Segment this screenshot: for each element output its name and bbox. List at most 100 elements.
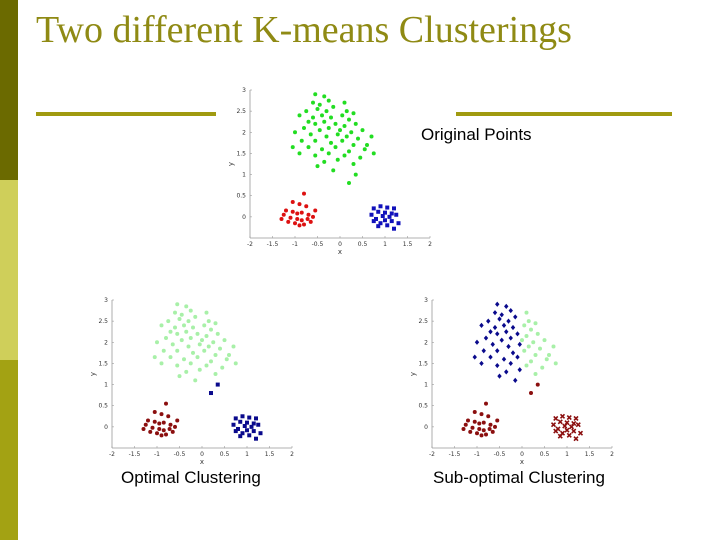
- x-tick-label: -2: [429, 451, 435, 458]
- data-point: [551, 344, 556, 349]
- x-tick-label: -0.5: [494, 451, 506, 458]
- data-point: [188, 361, 193, 366]
- data-point: [299, 138, 304, 143]
- y-tick-label: 0: [104, 424, 108, 431]
- data-point: [371, 206, 376, 211]
- data-point: [383, 210, 387, 215]
- data-point: [213, 321, 218, 326]
- data-point: [152, 355, 157, 360]
- x-tick-label: 0: [338, 241, 342, 248]
- data-point: [510, 350, 516, 356]
- data-point: [466, 418, 470, 423]
- x-tick-label: -0.5: [174, 451, 186, 458]
- data-point: [497, 373, 502, 379]
- data-point: [322, 119, 327, 124]
- data-point: [184, 304, 189, 309]
- data-point: [281, 212, 286, 217]
- data-point: [371, 151, 376, 156]
- data-point: [573, 415, 579, 421]
- data-point: [380, 214, 385, 219]
- data-point: [245, 420, 249, 425]
- data-point: [297, 202, 302, 207]
- x-axis-label: x: [200, 458, 204, 466]
- data-point: [356, 136, 360, 141]
- data-point: [188, 308, 193, 313]
- data-point: [477, 426, 482, 431]
- y-axis-label: y: [409, 372, 417, 376]
- data-point: [387, 214, 392, 219]
- data-point: [522, 323, 527, 328]
- data-point: [515, 331, 520, 337]
- data-point: [488, 422, 493, 427]
- data-point: [306, 145, 311, 150]
- data-point: [200, 338, 204, 343]
- data-point: [161, 420, 166, 425]
- data-point: [191, 350, 195, 355]
- data-point: [508, 335, 513, 341]
- data-point: [204, 310, 209, 315]
- data-point: [293, 221, 297, 226]
- data-point: [197, 367, 202, 372]
- y-tick-label: 2.5: [98, 318, 108, 325]
- x-tick-label: 0.5: [220, 451, 230, 458]
- data-point: [533, 352, 538, 357]
- data-point: [342, 123, 347, 128]
- data-point: [470, 425, 475, 430]
- data-point: [566, 414, 572, 421]
- y-tick-label: 1: [242, 172, 246, 179]
- data-point: [251, 421, 256, 426]
- data-point: [538, 346, 542, 351]
- caption-optimal-clustering: Optimal Clustering: [121, 468, 261, 487]
- data-point: [394, 212, 399, 217]
- x-tick-label: -2: [109, 451, 115, 458]
- data-point: [553, 361, 558, 366]
- data-point: [191, 325, 195, 330]
- x-tick-label: 1.5: [403, 241, 413, 248]
- data-point: [495, 418, 500, 423]
- data-point: [236, 426, 240, 431]
- y-tick-label: 0.5: [418, 403, 428, 410]
- data-point: [374, 216, 378, 221]
- data-point: [170, 429, 175, 434]
- data-point: [245, 428, 249, 433]
- data-point: [206, 344, 211, 349]
- data-point: [479, 412, 484, 417]
- y-tick-label: 0.5: [98, 403, 108, 410]
- x-tick-label: 2: [290, 451, 294, 458]
- data-point: [288, 215, 293, 220]
- data-point: [559, 413, 566, 419]
- data-point: [220, 365, 225, 370]
- data-point: [302, 126, 306, 131]
- data-point: [553, 428, 559, 434]
- data-point: [302, 222, 306, 227]
- data-point: [188, 336, 193, 341]
- data-point: [168, 422, 173, 427]
- data-point: [479, 322, 484, 328]
- data-point: [249, 424, 254, 429]
- y-tick-label: 2.5: [236, 108, 246, 115]
- data-point: [227, 352, 231, 357]
- data-point: [161, 348, 166, 353]
- data-point: [209, 359, 213, 364]
- data-point: [484, 401, 488, 406]
- title-rule-right: [456, 112, 672, 116]
- data-point: [297, 223, 302, 228]
- data-point: [340, 138, 345, 143]
- data-point: [520, 338, 524, 343]
- data-point: [488, 329, 493, 335]
- data-point: [157, 426, 162, 431]
- data-point: [215, 331, 220, 336]
- data-point: [295, 216, 300, 221]
- data-point: [320, 113, 324, 118]
- data-point: [497, 316, 502, 322]
- x-tick-label: 1.5: [265, 451, 275, 458]
- data-point: [573, 436, 579, 442]
- slide-side-bar-bottom: [0, 360, 18, 540]
- x-tick-label: 2: [610, 451, 614, 458]
- data-point: [295, 211, 300, 216]
- y-tick-label: 3: [242, 87, 246, 94]
- slide-title: Two different K-means Clusterings: [36, 9, 572, 51]
- data-point: [213, 352, 218, 357]
- data-point: [362, 147, 367, 152]
- data-point: [524, 333, 529, 338]
